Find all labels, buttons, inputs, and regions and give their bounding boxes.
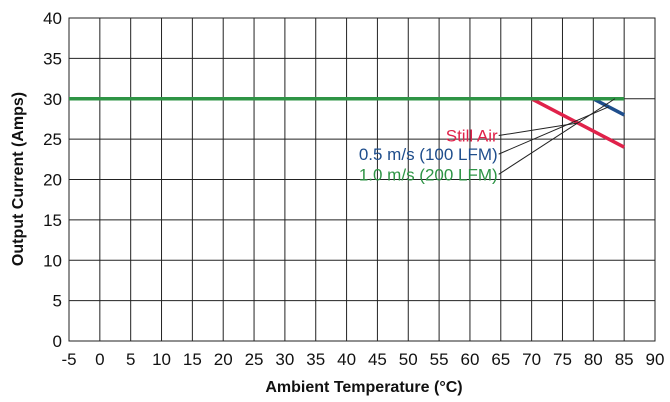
y-axis-title: Output Current (Amps) <box>10 92 27 266</box>
y-tick-label: 0 <box>53 332 62 351</box>
x-tick-label: 5 <box>126 350 135 369</box>
x-tick-label: 70 <box>522 350 541 369</box>
x-tick-label: 55 <box>430 350 449 369</box>
x-tick-label: 90 <box>646 350 665 369</box>
annotation-leader-line <box>498 122 578 137</box>
x-tick-label: 0 <box>95 350 104 369</box>
grid <box>68 17 656 342</box>
annotation-leader-line <box>498 98 616 175</box>
plot-border <box>68 17 656 342</box>
x-tick-label: 25 <box>245 350 264 369</box>
x-axis-title: Ambient Temperature (°C) <box>265 379 462 396</box>
x-tick-label: 65 <box>491 350 510 369</box>
x-tick-label: 30 <box>275 350 294 369</box>
y-tick-label: 25 <box>43 130 62 149</box>
y-tick-label: 20 <box>43 171 62 190</box>
x-tick-label: 35 <box>306 350 325 369</box>
y-tick-labels: 0 5 10 15 20 25 30 35 40 <box>43 9 62 351</box>
annotation-label: Still Air <box>446 127 498 146</box>
x-tick-label: 75 <box>553 350 572 369</box>
x-tick-labels: -5 0 5 10 15 20 25 30 35 40 45 50 55 60 65 70 75 80 85 90 <box>61 350 664 369</box>
x-tick-label: 50 <box>399 350 418 369</box>
x-tick-label: 45 <box>368 350 387 369</box>
y-tick-label: 10 <box>43 251 62 270</box>
y-tick-label: 30 <box>43 90 62 109</box>
x-tick-label: 85 <box>615 350 634 369</box>
x-tick-label: 60 <box>460 350 479 369</box>
y-tick-label: 35 <box>43 49 62 68</box>
x-tick-label: 80 <box>584 350 603 369</box>
y-tick-label: 15 <box>43 211 62 230</box>
annotation-label: 0.5 m/s (100 LFM) <box>359 145 498 164</box>
series-lines <box>69 97 626 149</box>
x-tick-label: 15 <box>183 350 202 369</box>
y-tick-label: 5 <box>53 292 62 311</box>
x-tick-label: -5 <box>61 350 76 369</box>
x-tick-label: 10 <box>152 350 171 369</box>
y-tick-label: 40 <box>43 9 62 28</box>
x-tick-label: 20 <box>214 350 233 369</box>
annotation-label: 1.0 m/s (200 LFM) <box>359 165 498 184</box>
x-tick-label: 40 <box>337 350 356 369</box>
